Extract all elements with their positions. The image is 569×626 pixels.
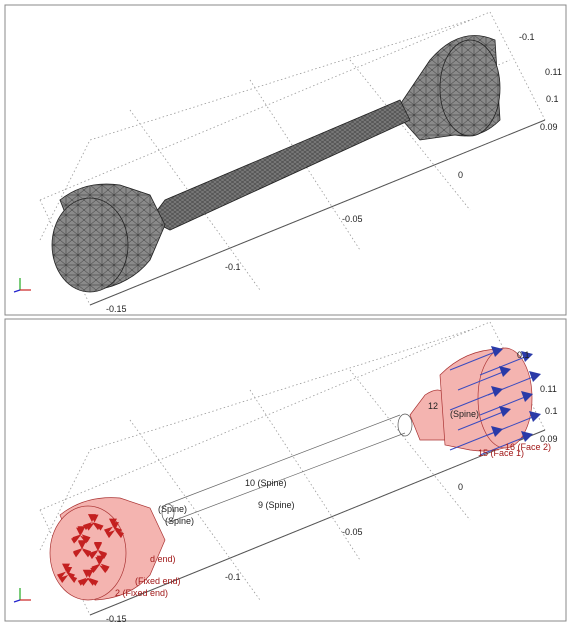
axis-label: -0.1 [519, 32, 535, 42]
axis-label: 0 [458, 170, 463, 180]
annotation: 10 (Spine) [245, 478, 287, 488]
annotation: 2 (Fixed end) [115, 588, 168, 598]
axis-label: 0.1 [517, 350, 530, 360]
axis-label: 0 [458, 482, 463, 492]
axis-label: 0.11 [540, 384, 557, 394]
axis-label: 0.1 [545, 406, 558, 416]
annotation: (Spine) [450, 409, 479, 419]
top-view: -0.1 0.11 0.1 0.09 0 -0.05 -0.1 -0.15 [5, 5, 566, 315]
axis-label: 0.1 [546, 94, 559, 104]
axis-label: -0.05 [342, 214, 363, 224]
axis-label: 0.11 [545, 67, 562, 77]
page: -0.1 0.11 0.1 0.09 0 -0.05 -0.1 -0.15 0.… [0, 0, 569, 626]
bottom-view: 0.1 0.11 0.1 0.09 0 -0.05 -0.1 -0.15 16 … [5, 319, 566, 624]
annotation: (Spine) [165, 516, 194, 526]
annotation: 12 [428, 401, 438, 411]
annotation: 15 (Face 1) [478, 448, 524, 458]
annotation: (Spine) [158, 504, 187, 514]
axis-label: -0.05 [342, 527, 363, 537]
axis-label: -0.15 [106, 614, 127, 624]
axis-label: -0.15 [106, 304, 127, 314]
annotation: d end) [150, 554, 176, 564]
screenshot: -0.1 0.11 0.1 0.09 0 -0.05 -0.1 -0.15 0.… [0, 0, 569, 626]
annotation: 9 (Spine) [258, 500, 295, 510]
axis-label: 0.09 [540, 122, 558, 132]
axis-label: -0.1 [225, 572, 241, 582]
axis-label: -0.1 [225, 262, 241, 272]
annotation: (Fixed end) [135, 576, 181, 586]
